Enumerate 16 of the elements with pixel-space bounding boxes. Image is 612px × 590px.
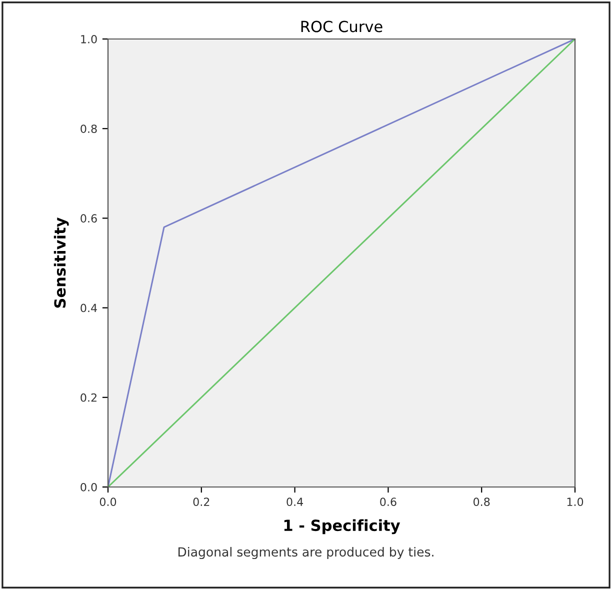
x-tick-label: 1.0: [567, 498, 584, 506]
y-tick-label: 0.6: [80, 214, 97, 223]
y-tick-label: 1.0: [81, 34, 97, 44]
y-tick-label: 0.8: [80, 124, 97, 133]
y-tick-label: 0.4: [80, 304, 97, 312]
x-tick-label: 0.0: [100, 498, 116, 506]
y-tick-label: 0.2: [80, 393, 96, 402]
y-tick-label: 0.0: [80, 482, 97, 492]
chart-title: ROC Curve: [301, 20, 382, 32]
x-tick-label: 0.8: [474, 498, 490, 506]
x-axis-title: 1 - Specificity: [284, 519, 400, 534]
y-axis-title: Sensitivity: [54, 217, 69, 308]
x-tick-label: 0.4: [286, 498, 304, 506]
text: Diagonal segments are produced by ties.: [178, 546, 434, 560]
x-tick-label: 0.6: [380, 498, 396, 506]
x-tick-label: 0.2: [193, 498, 210, 506]
